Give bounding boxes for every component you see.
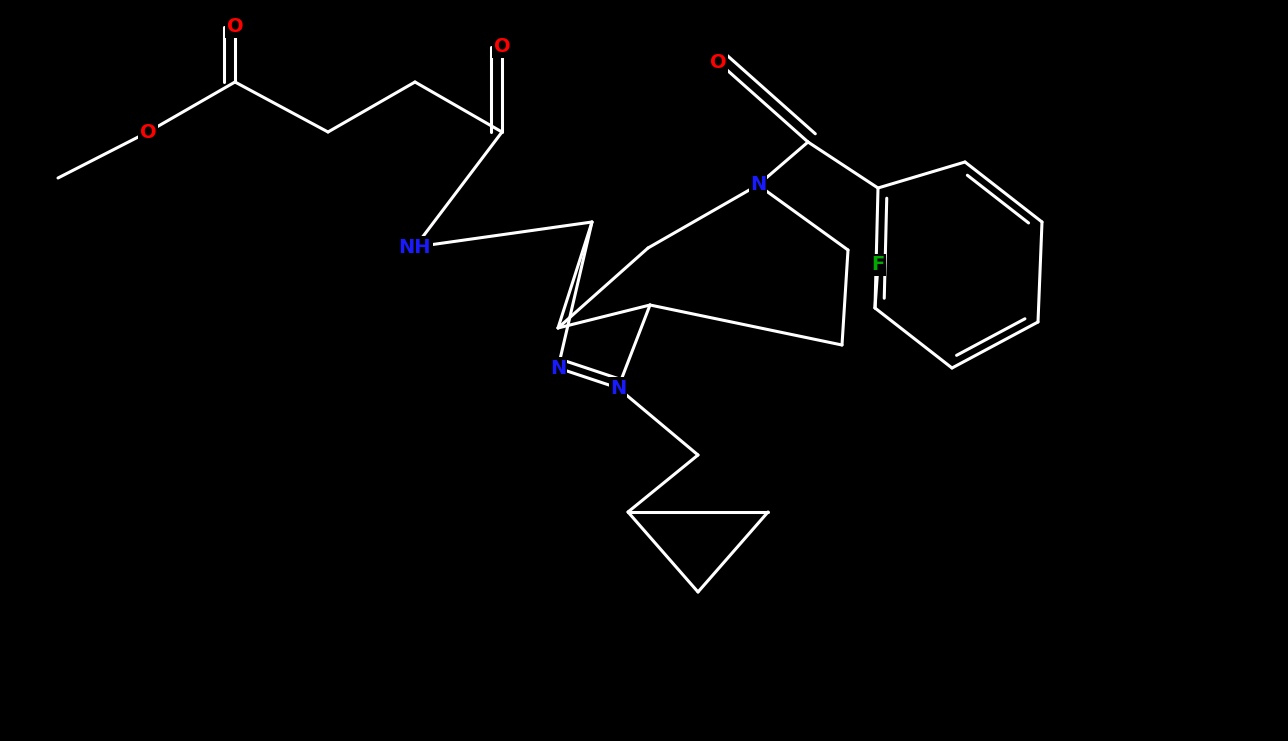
Text: O: O xyxy=(227,18,243,36)
Text: N: N xyxy=(550,359,567,377)
Text: O: O xyxy=(139,122,156,142)
Text: N: N xyxy=(611,379,626,397)
Text: O: O xyxy=(493,38,510,56)
Text: NH: NH xyxy=(399,238,431,256)
Text: F: F xyxy=(872,256,885,274)
Text: O: O xyxy=(710,53,726,71)
Text: N: N xyxy=(750,176,766,194)
